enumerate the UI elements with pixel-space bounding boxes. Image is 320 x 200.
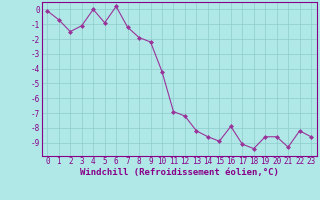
X-axis label: Windchill (Refroidissement éolien,°C): Windchill (Refroidissement éolien,°C) bbox=[80, 168, 279, 177]
